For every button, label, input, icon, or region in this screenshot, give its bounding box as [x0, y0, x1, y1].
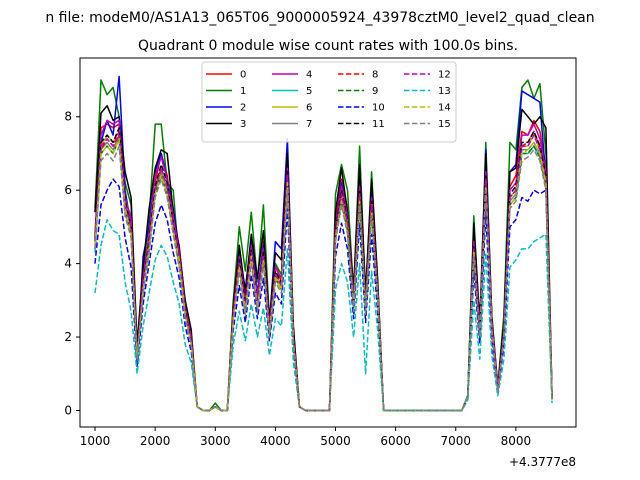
- legend-label-12: 12: [438, 70, 451, 81]
- legend-label-7: 7: [306, 119, 312, 130]
- x-tick-label: 6000: [380, 434, 411, 448]
- axes-frame: [79, 57, 577, 428]
- series-line-14: [94, 138, 553, 412]
- x-axis: 1000 2000 3000 4000 5000 6000 7000 8000: [80, 427, 531, 448]
- legend-label-2: 2: [240, 103, 246, 114]
- x-tick-label: 3000: [200, 434, 231, 448]
- legend-label-6: 6: [306, 103, 312, 114]
- legend-label-8: 8: [372, 70, 378, 81]
- series-line-13: [94, 218, 553, 412]
- series-line-15: [94, 145, 553, 412]
- y-axis: 0 2 4 6 8: [64, 110, 80, 417]
- legend-label-15: 15: [438, 119, 451, 130]
- x-tick-label: 5000: [320, 434, 351, 448]
- legend-box: [201, 61, 457, 143]
- x-tick-label: 2000: [140, 434, 171, 448]
- y-tick-label: 2: [64, 330, 72, 344]
- x-tick-label: 8000: [501, 434, 532, 448]
- x-tick-label: 1000: [80, 434, 111, 448]
- legend-label-9: 9: [372, 86, 378, 97]
- legend-label-13: 13: [438, 86, 451, 97]
- legend-label-1: 1: [240, 86, 246, 97]
- legend-label-4: 4: [306, 70, 312, 81]
- y-tick-label: 8: [64, 110, 72, 124]
- y-tick-label: 0: [64, 403, 72, 417]
- legend-label-5: 5: [306, 86, 312, 97]
- legend-label-0: 0: [240, 70, 246, 81]
- series-line-4: [94, 119, 553, 412]
- x-tick-label: 7000: [440, 434, 471, 448]
- x-tick-label: 4000: [260, 434, 291, 448]
- legend-label-11: 11: [372, 119, 385, 130]
- legend-label-14: 14: [438, 103, 451, 114]
- series-line-10: [94, 178, 553, 412]
- legend-label-3: 3: [240, 119, 246, 130]
- y-tick-label: 4: [64, 257, 72, 271]
- chart-title: Quadrant 0 module wise count rates with …: [138, 38, 518, 54]
- y-tick-label: 6: [64, 183, 72, 197]
- figure-suptitle: n file: modeM0/AS1A13_065T06_9000005924_…: [45, 10, 594, 26]
- legend-label-10: 10: [372, 103, 385, 114]
- x-axis-offset-label: +4.3777e8: [509, 455, 576, 469]
- series-layer: [94, 75, 553, 412]
- plot-area: 1000 2000 3000 4000 5000 6000 7000 8000 0 2 4 6 8 +…: [64, 57, 577, 469]
